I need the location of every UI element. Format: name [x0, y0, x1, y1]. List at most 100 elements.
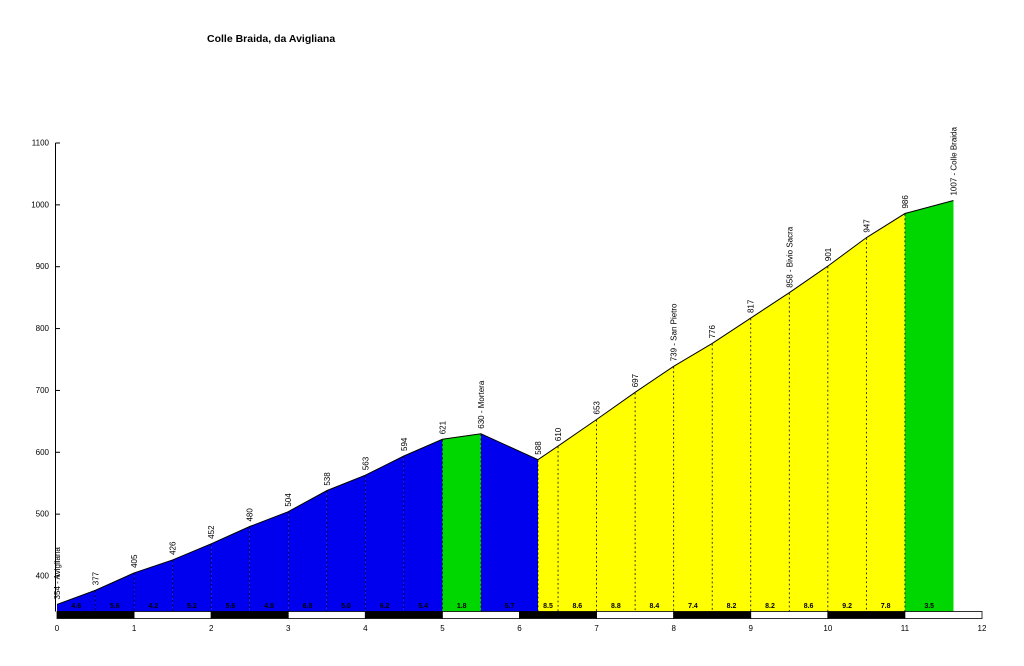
- profile-segment: [480, 433, 538, 612]
- gradient-label: 7.4: [688, 603, 698, 610]
- gradient-label: 8.6: [572, 603, 582, 610]
- profile-segment: [134, 559, 173, 612]
- profile-line: [56, 200, 954, 605]
- x-tick-label: 3: [286, 624, 291, 633]
- x-tick-label: 5: [440, 624, 445, 633]
- profile-segment: [558, 419, 597, 612]
- elevation-label: 588: [534, 441, 543, 455]
- elevation-label: 986: [901, 195, 910, 209]
- km-scale-bar: [56, 611, 983, 619]
- gradient-label: 1.8: [457, 603, 467, 610]
- gradient-labels: 4.6 5.6 4.2 5.2 5.6 4.8 6.8 5.0 6.2 5.4 1.8 5.7 8.5 8…: [71, 603, 934, 610]
- x-tick-label: 6: [517, 624, 522, 633]
- elevation-label: 630 - Mortera: [477, 380, 486, 429]
- x-tick-label: 4: [363, 624, 368, 633]
- profile-segment: [750, 292, 790, 612]
- gradient-label: 7.8: [881, 603, 891, 610]
- profile-segment: [904, 200, 954, 612]
- profile-segment: [249, 511, 289, 612]
- km-bar-segment: [442, 611, 520, 619]
- elevation-label: 405: [130, 554, 139, 568]
- profile-segment: [789, 266, 828, 612]
- gradient-label: 8.5: [543, 603, 553, 610]
- gradient-label: 5.7: [505, 603, 515, 610]
- profile-segment: [288, 490, 327, 612]
- elevation-label: 739 - San Pietro: [670, 303, 679, 361]
- y-axis: 400 500 600 700 800 900 1000 1100: [31, 139, 60, 612]
- gradient-label: 6.8: [303, 603, 313, 610]
- x-tick-label: 10: [823, 624, 832, 633]
- gradient-label: 5.2: [187, 603, 197, 610]
- y-tick-label: 700: [36, 386, 50, 395]
- x-tick-label: 0: [55, 624, 60, 633]
- x-tick-label: 9: [749, 624, 754, 633]
- elevation-label: 697: [631, 373, 640, 387]
- profile-segment: [326, 475, 366, 612]
- x-tick-label: 7: [594, 624, 599, 633]
- x-tick-label: 8: [671, 624, 676, 633]
- elevation-labels: 354 - Avigliana 377 405 426 452 480 504 538 563 5…: [53, 126, 958, 599]
- gradient-label: 8.6: [804, 603, 814, 610]
- x-tick-label: 1: [132, 624, 137, 633]
- gradient-label: 6.2: [380, 603, 390, 610]
- elevation-label: 621: [438, 420, 447, 434]
- x-tick-label: 2: [209, 624, 214, 633]
- gradient-label: 3.5: [924, 603, 934, 610]
- profile-segment: [403, 439, 443, 612]
- profile-segment: [172, 543, 212, 612]
- profile-segment: [827, 237, 867, 612]
- elevation-label: 610: [554, 427, 563, 441]
- elevation-label: 901: [824, 247, 833, 261]
- gradient-label: 4.8: [264, 603, 274, 610]
- profile-segment: [537, 446, 559, 612]
- elevation-label: 354 - Avigliana: [53, 547, 62, 600]
- km-bar-segment: [673, 611, 752, 619]
- elevation-label: 594: [400, 437, 409, 451]
- profile-segment: [596, 392, 636, 612]
- gradient-label: 5.0: [341, 603, 351, 610]
- elevation-label: 426: [169, 541, 178, 555]
- y-tick-label: 1000: [31, 200, 49, 209]
- y-tick-label: 400: [36, 571, 50, 580]
- km-bar-segment: [519, 611, 597, 619]
- profile-segment: [712, 318, 751, 612]
- km-bar-segment: [287, 611, 366, 619]
- elevation-label: 504: [284, 493, 293, 507]
- profile-outline: [56, 200, 954, 605]
- km-bar-segment: [364, 611, 443, 619]
- km-bar-segment: [904, 611, 983, 619]
- elevation-label: 1007 - Colle Braida: [949, 126, 958, 195]
- km-bar-segment: [133, 611, 212, 619]
- chart-title: Colle Braida, da Avigliana: [207, 33, 336, 45]
- gradient-label: 8.8: [611, 603, 621, 610]
- gradient-label: 5.6: [226, 603, 236, 610]
- km-bar-segment: [750, 611, 829, 619]
- gradient-label: 5.6: [110, 603, 120, 610]
- y-tick-label: 500: [36, 510, 50, 519]
- km-bar-segment: [596, 611, 675, 619]
- profile-segment: [635, 366, 674, 612]
- profile-segment: [365, 455, 404, 612]
- y-tick-label: 600: [36, 448, 50, 457]
- gradient-label: 4.2: [148, 603, 158, 610]
- y-tick-label: 1100: [32, 139, 50, 148]
- km-bar-segment: [827, 611, 906, 619]
- elevation-label: 776: [708, 325, 717, 339]
- elevation-label: 480: [246, 508, 255, 522]
- profile-segment: [866, 213, 905, 612]
- profile-segment: [673, 343, 713, 612]
- elevation-label: 817: [747, 299, 756, 313]
- profile-segment: [442, 433, 481, 612]
- elevation-label: 947: [862, 219, 871, 233]
- x-tick-label: 11: [901, 624, 910, 633]
- km-bar-segment: [56, 611, 135, 619]
- separator-lines: [95, 214, 906, 612]
- gradient-label: 8.2: [765, 603, 775, 610]
- elevation-label: 452: [207, 525, 216, 539]
- gradient-label: 8.2: [727, 603, 737, 610]
- elevation-label: 377: [92, 571, 101, 585]
- y-tick-label: 800: [36, 324, 50, 333]
- gradient-label: 8.4: [650, 603, 660, 610]
